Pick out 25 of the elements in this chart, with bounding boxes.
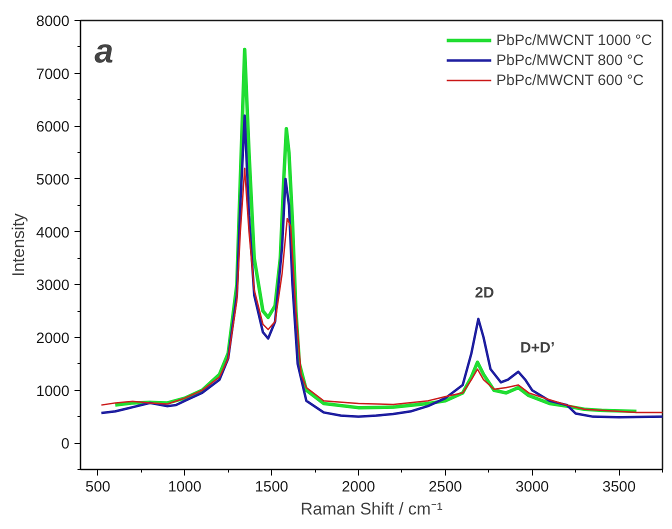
- x-tick-label: 3000: [516, 478, 549, 496]
- x-tick-label: 500: [85, 478, 110, 496]
- y-tick-label: 0: [61, 436, 70, 453]
- y-tick-label: 5000: [36, 171, 70, 188]
- x-tick-label: 1500: [254, 478, 288, 496]
- y-tick-label: 6000: [36, 118, 70, 136]
- x-tick-label: 1000: [168, 478, 202, 496]
- legend-label: PbPc/MWCNT 1000 °C: [496, 31, 652, 49]
- y-tick-label: 2000: [36, 330, 70, 347]
- annotation: D+D’: [520, 340, 555, 356]
- y-tick-label: 4000: [36, 224, 70, 242]
- y-tick-label: 3000: [36, 277, 70, 294]
- x-tick-label: 3500: [602, 478, 636, 496]
- legend-label: PbPc/MWCNT 800 °C: [496, 51, 644, 69]
- x-tick-label: 2500: [428, 478, 462, 496]
- y-tick-label: 8000: [36, 13, 70, 30]
- y-tick-label: 1000: [36, 382, 70, 400]
- legend-label: PbPc/MWCNT 600 °C: [496, 71, 644, 89]
- annotation: 2D: [474, 284, 494, 302]
- x-tick-label: 2000: [342, 478, 376, 496]
- x-axis-title: Raman Shift / cm⁻¹: [300, 500, 443, 518]
- y-tick-label: 7000: [36, 66, 70, 83]
- y-axis-title: Intensity: [9, 212, 28, 277]
- annotation: a: [94, 32, 114, 70]
- line-series: [100, 168, 662, 414]
